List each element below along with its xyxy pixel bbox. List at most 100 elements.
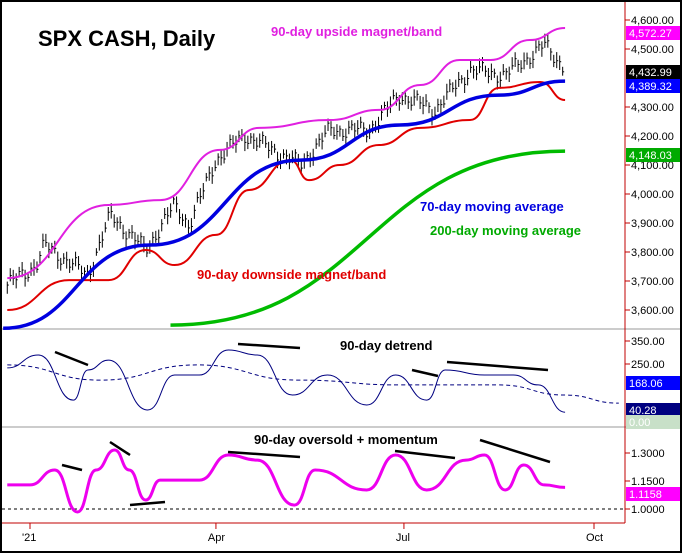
price-bar xyxy=(223,150,226,164)
price-bar xyxy=(312,148,315,166)
price-bar xyxy=(437,98,440,113)
price-bar xyxy=(125,231,128,248)
price-bar xyxy=(458,71,461,87)
price-bar xyxy=(190,218,193,234)
price-bar xyxy=(464,77,467,93)
trendline xyxy=(227,450,301,459)
price-bar xyxy=(205,172,208,182)
price-bar xyxy=(42,233,45,249)
price-bar xyxy=(247,135,250,150)
trendline xyxy=(54,350,89,367)
last-value-text: 40.28 xyxy=(629,405,657,417)
price-bar xyxy=(229,134,232,147)
series-line-90-day-upside-magnet-band xyxy=(7,27,566,280)
price-bar xyxy=(18,266,21,277)
last-value-text: 0.00 xyxy=(629,417,650,429)
trendline xyxy=(446,360,549,372)
x-tick-label: '21 xyxy=(22,532,36,544)
price-bar xyxy=(538,40,541,51)
price-bar xyxy=(345,128,348,146)
price-bar xyxy=(24,269,27,287)
price-bar xyxy=(30,262,33,276)
price-bar xyxy=(476,65,479,81)
price-bar xyxy=(351,120,354,131)
price-bar xyxy=(63,253,66,265)
x-tick-label: Jul xyxy=(396,532,410,544)
price-bar xyxy=(282,149,285,159)
y-tick-label: 1.0000 xyxy=(631,504,665,516)
price-bar xyxy=(407,96,410,110)
price-bar xyxy=(78,256,81,270)
price-bar xyxy=(265,135,268,148)
price-bar xyxy=(9,268,12,282)
price-bar xyxy=(259,133,262,148)
price-bar xyxy=(202,182,205,200)
price-bar xyxy=(541,41,544,57)
price-bar xyxy=(330,121,333,136)
ma70-label: 70-day moving average xyxy=(420,199,564,214)
price-bar xyxy=(193,204,196,219)
last-value-badge xyxy=(626,148,680,162)
price-bar xyxy=(502,64,505,76)
y-tick-label: 4,300.00 xyxy=(631,102,674,114)
price-bar xyxy=(553,54,556,68)
x-tick-label: Apr xyxy=(208,532,225,544)
price-bar xyxy=(455,79,458,97)
last-value-text: 4,389.32 xyxy=(629,81,672,93)
downside-band-label: 90-day downside magnet/band xyxy=(197,267,386,282)
price-bar xyxy=(15,273,18,289)
trendline xyxy=(129,500,166,507)
price-bar xyxy=(556,52,559,69)
price-bar xyxy=(161,219,164,232)
price-bar xyxy=(321,132,324,150)
trendline xyxy=(109,440,131,457)
price-bar xyxy=(122,224,125,240)
price-bar xyxy=(57,251,60,269)
last-value-badge xyxy=(626,79,680,93)
price-bar xyxy=(392,89,395,100)
price-bar xyxy=(422,96,425,115)
price-bar xyxy=(81,265,84,281)
price-bar xyxy=(315,138,318,149)
trendline xyxy=(237,342,301,350)
price-bar xyxy=(167,207,170,225)
last-value-badge xyxy=(626,376,680,390)
price-bar xyxy=(410,96,413,111)
price-bar xyxy=(461,75,464,84)
price-bar xyxy=(520,60,523,73)
y-tick-label: 1.3000 xyxy=(631,448,665,460)
price-bar xyxy=(51,242,54,254)
price-bar xyxy=(395,92,398,106)
price-bar xyxy=(428,102,431,114)
price-bar xyxy=(336,124,339,140)
price-bar xyxy=(220,150,223,166)
price-bar xyxy=(499,71,502,89)
y-tick-label: 3,900.00 xyxy=(631,218,674,230)
x-tick-label: Oct xyxy=(586,532,603,544)
price-bar xyxy=(532,50,535,69)
price-bar xyxy=(547,33,550,48)
last-value-text: 4,148.03 xyxy=(629,150,672,162)
price-bar xyxy=(217,153,220,166)
y-tick-label: 3,800.00 xyxy=(631,247,674,259)
price-bar xyxy=(342,129,345,142)
series-line-200-day-moving-average xyxy=(170,149,566,327)
price-bar xyxy=(357,120,360,135)
price-bar xyxy=(517,59,520,72)
price-bar xyxy=(333,126,336,140)
price-bar xyxy=(360,116,363,129)
price-bar xyxy=(318,133,321,147)
price-bar xyxy=(446,83,449,100)
price-bar xyxy=(196,191,199,203)
y-tick-label: 1.1500 xyxy=(631,476,665,488)
price-bar xyxy=(443,95,446,108)
price-bar xyxy=(244,133,247,152)
price-bar xyxy=(119,216,122,229)
oscillator-title: 90-day oversold + momentum xyxy=(254,432,438,447)
series-line-90-day-detrend xyxy=(7,349,566,413)
price-bar xyxy=(274,143,277,153)
price-bar xyxy=(425,94,428,107)
